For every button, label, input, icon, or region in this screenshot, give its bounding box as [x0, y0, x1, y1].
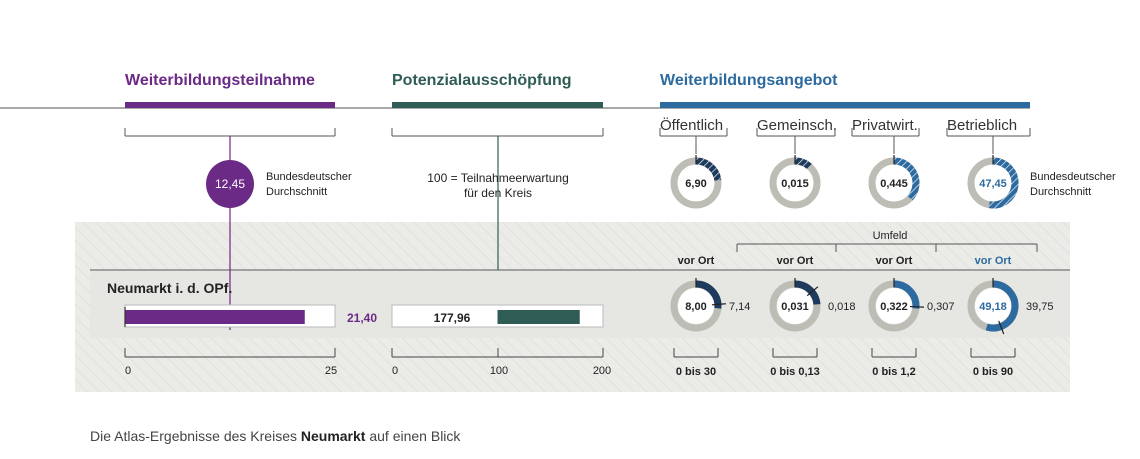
region-donut-4-umfeld-marker	[998, 320, 1005, 335]
donut-range-1: 0 bis 30	[675, 366, 717, 378]
header-potential: Potenzialausschöpfung	[392, 72, 572, 89]
umfeld-value-4: 39,75	[1026, 301, 1054, 313]
region-donut-3-arc	[893, 280, 920, 309]
participation-bar	[125, 310, 305, 324]
caption-prefix: Die Atlas-Ergebnisse des Kreises	[90, 428, 301, 444]
region-donut-1-hole	[678, 288, 714, 324]
region-donut-2-hole	[777, 288, 813, 324]
vor-ort-label-2: vor Ort	[776, 255, 814, 267]
offer-national-label-line2: Durchschnitt	[1030, 186, 1092, 198]
participation-tick-0: 0	[124, 365, 132, 377]
participation-header-underline	[125, 102, 335, 108]
region-name: Neumarkt i. d. OPf.	[107, 280, 233, 296]
category-gemeinsch: Gemeinsch.	[757, 117, 838, 134]
national-donut-1-hole	[678, 165, 714, 201]
potential-note-line1: 100 = Teilnahmeerwartung	[427, 171, 569, 185]
umfeld-value-3: 0,307	[927, 301, 955, 313]
national-donut-4-hole	[975, 165, 1011, 201]
region-donut-2-arc	[794, 280, 821, 305]
vor-ort-label-1: vor Ort	[677, 255, 715, 267]
national-label-line1: Bundesdeutscher	[266, 171, 352, 183]
region-donut-value-3: 0,322	[880, 301, 908, 313]
caption-bold: Neumarkt	[300, 428, 366, 444]
region-donut-1-umfeld-marker	[711, 303, 726, 306]
potential-header-underline	[392, 102, 603, 108]
potential-bar	[497, 310, 580, 324]
potential-tick-0: 0	[391, 365, 399, 377]
national-donut-value-1: 6,90	[685, 178, 707, 190]
header-offer: Weiterbildungsangebot	[660, 72, 838, 89]
region-donut-value-2: 0,031	[781, 301, 809, 313]
national-label-line2: Durchschnitt	[266, 186, 328, 198]
donut-range-4: 0 bis 90	[972, 366, 1014, 378]
category-betrieblich: Betrieblich	[947, 117, 1018, 134]
national-participation-circle	[206, 160, 254, 208]
region-donut-3-umfeld-marker	[909, 305, 925, 308]
region-participation-value: 21,40	[347, 311, 378, 325]
national-donut-value-3: 0,445	[880, 178, 908, 190]
national-participation-value: 12,45	[214, 177, 246, 191]
potential-note-line2: für den Kreis	[463, 186, 533, 200]
umfeld-label: Umfeld	[872, 230, 908, 242]
region-donut-3-hole	[876, 288, 912, 324]
potential-tick-100: 100	[489, 365, 509, 377]
national-donut-3-arc	[893, 157, 920, 201]
potential-tick-200: 200	[592, 365, 612, 377]
category-oeffentlich: Öffentlich	[660, 117, 724, 134]
header-participation: Weiterbildungsteilnahme	[125, 72, 315, 89]
region-donut-2-umfeld-marker	[806, 286, 819, 297]
figure-caption: Die Atlas-Ergebnisse des Kreises Neumark…	[90, 428, 460, 444]
vor-ort-label-4: vor Ort	[974, 255, 1012, 267]
offer-national-label-line1: Bundesdeutscher	[1030, 171, 1116, 183]
region-row-background	[90, 270, 1070, 338]
region-donut-value-4: 49,18	[979, 301, 1007, 313]
national-donut-value-4: 47,45	[979, 178, 1007, 190]
national-donut-value-2: 0,015	[781, 178, 809, 190]
region-donut-4-hole	[975, 288, 1011, 324]
donut-range-3: 0 bis 1,2	[872, 366, 916, 378]
region-donut-4-arc	[985, 280, 1019, 332]
national-donut-3-hole	[876, 165, 912, 201]
region-donut-value-1: 8,00	[685, 301, 707, 313]
national-donut-2-hole	[777, 165, 813, 201]
national-donut-1-arc	[695, 157, 722, 181]
category-privatwirt: Privatwirt.	[852, 117, 918, 134]
region-potential-value: 177,96	[433, 311, 471, 325]
national-donut-4-arc	[988, 157, 1019, 209]
participation-tick-25: 25	[324, 365, 338, 377]
caption-suffix: auf einen Blick	[365, 428, 461, 444]
umfeld-value-1: 7,14	[729, 301, 751, 313]
donut-range-2: 0 bis 0,13	[770, 366, 820, 378]
umfeld-value-2: 0,018	[828, 301, 856, 313]
vor-ort-label-3: vor Ort	[875, 255, 913, 267]
offer-header-underline	[660, 102, 1030, 108]
